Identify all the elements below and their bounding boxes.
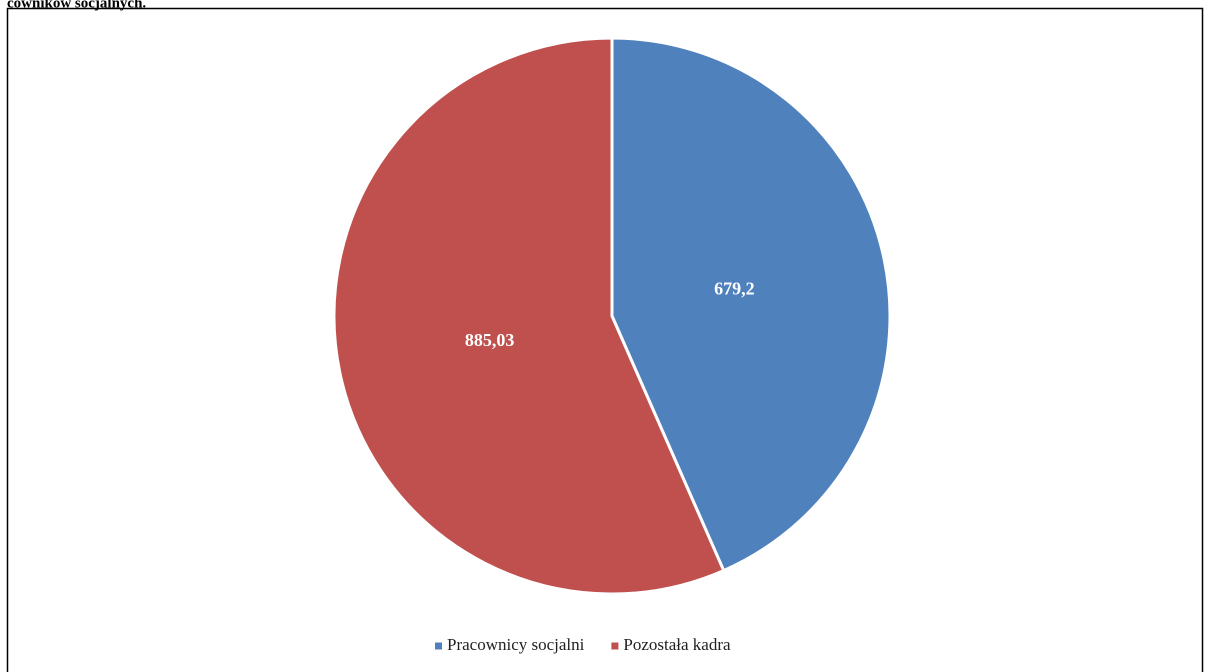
legend-label: Pracownicy socjalni [447,635,585,654]
legend-swatch [435,642,442,650]
pie-slice [332,36,726,596]
data-label: 885,03 [465,330,515,350]
data-label: 679,2 [714,278,755,298]
chart-title: cowników socjalnych. [7,0,146,11]
pie-slice [610,36,892,573]
chart-frame [6,7,1204,672]
legend-label: Pozostała kadra [623,635,731,654]
legend-swatch [611,642,619,650]
